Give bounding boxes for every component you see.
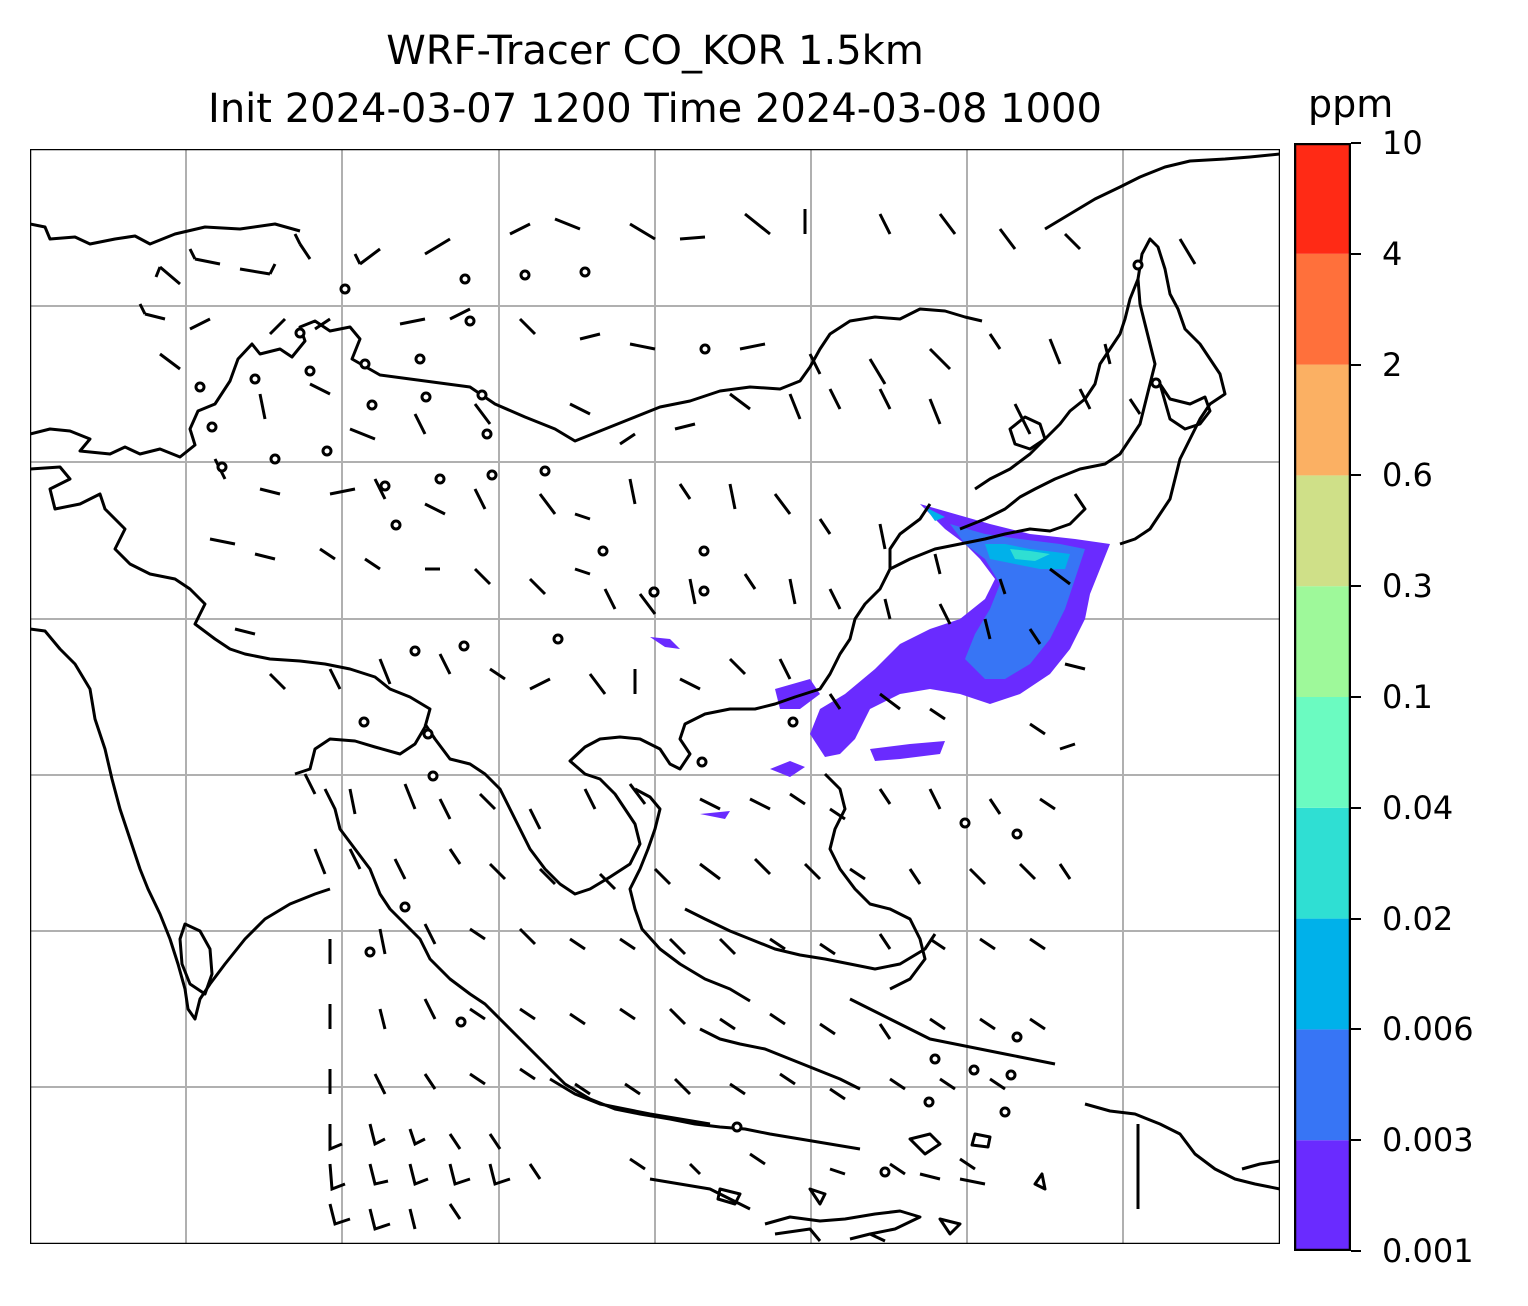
map-title-line2: Init 2024-03-07 1200 Time 2024-03-08 100… <box>208 86 1102 132</box>
colorbar-segment <box>1294 475 1351 587</box>
colorbar-tick-label: 0.001 <box>1382 1232 1474 1270</box>
colorbar-segment <box>1294 253 1351 365</box>
colorbar-tick-label: 4 <box>1382 234 1403 273</box>
colorbar-segment <box>1294 143 1351 254</box>
coastlines <box>30 152 1280 1243</box>
wind-barbs <box>138 209 1197 1231</box>
colorbar-tick <box>1351 806 1361 809</box>
co-tracer-plume <box>650 504 1110 819</box>
colorbar-tick-label: 0.006 <box>1382 1010 1474 1049</box>
colorbar-segment <box>1294 918 1351 1030</box>
colorbar-tick-label: 0.04 <box>1382 788 1454 827</box>
colorbar-tick <box>1351 585 1361 588</box>
colorbar-unit-label: ppm <box>1308 82 1394 126</box>
colorbar-tick-label: 0.1 <box>1382 678 1433 716</box>
colorbar-tick <box>1351 696 1361 698</box>
colorbar-segment <box>1294 807 1351 919</box>
colorbar-tick <box>1351 1028 1361 1031</box>
colorbar-tick-label: 0.003 <box>1382 1121 1474 1160</box>
colorbar <box>1294 143 1351 1251</box>
colorbar-segment <box>1294 1140 1351 1251</box>
calm-wind-circles <box>194 259 1162 1178</box>
colorbar-tick-label: 10 <box>1382 124 1423 162</box>
colorbar-segment <box>1294 1029 1351 1141</box>
colorbar-tick <box>1351 917 1361 920</box>
colorbar-tick-label: 2 <box>1382 345 1403 384</box>
colorbar-tick <box>1351 1250 1361 1252</box>
colorbar-tick-label: 0.3 <box>1382 567 1433 606</box>
colorbar-tick-label: 0.02 <box>1382 899 1454 938</box>
colorbar-tick <box>1351 363 1361 366</box>
colorbar-tick <box>1351 1139 1361 1142</box>
map-panel <box>30 149 1280 1244</box>
colorbar-segment <box>1294 586 1351 697</box>
map-title-line1: WRF-Tracer CO_KOR 1.5km <box>386 28 924 74</box>
colorbar-tick <box>1351 474 1361 477</box>
colorbar-segment <box>1294 697 1351 808</box>
colorbar-tick-label: 0.6 <box>1382 456 1433 495</box>
colorbar-tick <box>1351 142 1361 144</box>
colorbar-segment <box>1294 364 1351 476</box>
colorbar-tick <box>1351 252 1361 255</box>
